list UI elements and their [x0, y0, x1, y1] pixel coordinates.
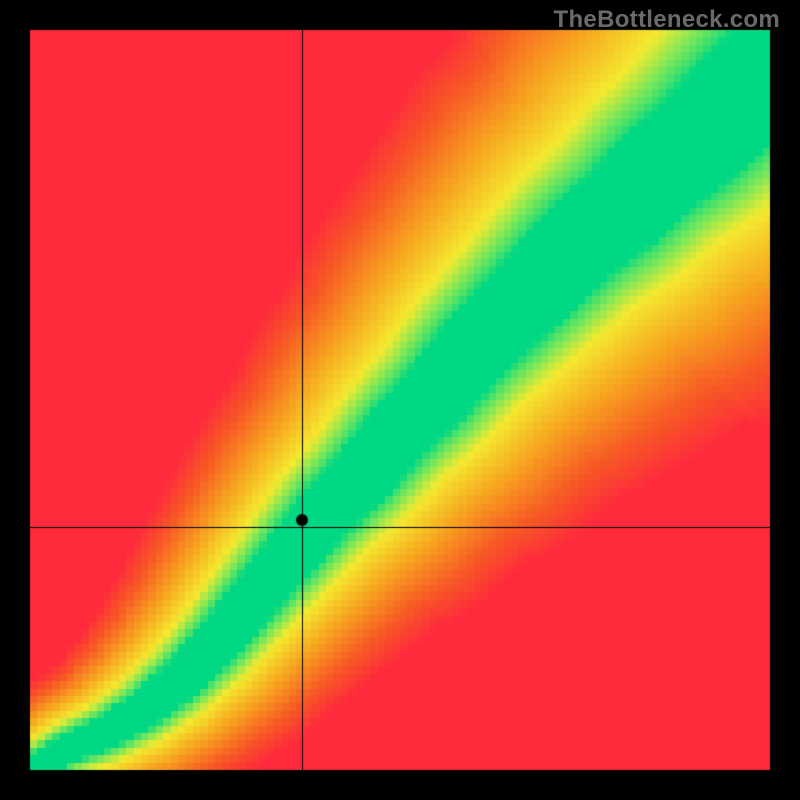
watermark-label: TheBottleneck.com [554, 6, 780, 34]
bottleneck-heatmap [0, 0, 800, 800]
